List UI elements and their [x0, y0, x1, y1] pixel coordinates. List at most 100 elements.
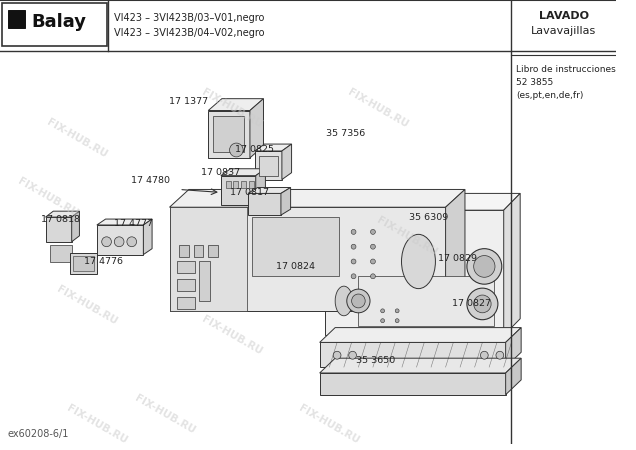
Text: FIX-HUB.RU: FIX-HUB.RU: [200, 314, 265, 357]
Circle shape: [395, 319, 399, 323]
Text: FIX-HUB.RU: FIX-HUB.RU: [46, 117, 109, 159]
Circle shape: [352, 294, 365, 308]
Text: FIX-HUB.RU: FIX-HUB.RU: [65, 403, 129, 446]
Text: Balay: Balay: [31, 13, 86, 31]
Polygon shape: [320, 328, 521, 342]
Circle shape: [371, 230, 375, 234]
Bar: [70, 252, 97, 274]
Text: FIX-HUB.RU: FIX-HUB.RU: [17, 176, 80, 219]
Text: 35 3650: 35 3650: [356, 356, 396, 364]
Polygon shape: [504, 194, 520, 336]
Bar: [241, 180, 246, 189]
Polygon shape: [324, 194, 520, 210]
Circle shape: [114, 237, 124, 247]
Polygon shape: [143, 219, 152, 255]
Polygon shape: [221, 169, 265, 176]
Text: FIX-HUB.RU: FIX-HUB.RU: [133, 393, 197, 436]
Circle shape: [480, 351, 488, 359]
Bar: [226, 180, 230, 189]
Circle shape: [333, 351, 341, 359]
Polygon shape: [256, 169, 265, 205]
Text: 17 1377: 17 1377: [169, 97, 209, 106]
Polygon shape: [320, 373, 506, 395]
Text: FIX-HUB.RU: FIX-HUB.RU: [200, 87, 265, 130]
Polygon shape: [506, 358, 521, 395]
Bar: [249, 180, 254, 189]
Bar: [213, 117, 244, 152]
Circle shape: [381, 319, 385, 323]
Bar: [252, 217, 339, 276]
Ellipse shape: [335, 286, 352, 316]
Bar: [73, 256, 94, 271]
Text: 52 3855: 52 3855: [516, 78, 553, 87]
Polygon shape: [446, 189, 465, 311]
Circle shape: [474, 295, 491, 313]
Text: VI423 – 3VI423B/03–V01,negro: VI423 – 3VI423B/03–V01,negro: [114, 13, 265, 23]
Ellipse shape: [401, 234, 436, 288]
Circle shape: [349, 351, 356, 359]
Polygon shape: [320, 342, 506, 367]
Text: FIX-HUB.RU: FIX-HUB.RU: [55, 284, 119, 327]
Polygon shape: [248, 188, 291, 194]
Text: 17 0825: 17 0825: [235, 145, 274, 154]
Bar: [179, 245, 189, 256]
Text: 17 0824: 17 0824: [276, 262, 315, 271]
Text: LAVADO: LAVADO: [539, 11, 589, 21]
Polygon shape: [208, 111, 250, 158]
Bar: [2, 3, 107, 46]
Circle shape: [351, 244, 356, 249]
Bar: [208, 245, 218, 256]
Polygon shape: [250, 99, 263, 158]
Bar: [177, 279, 195, 291]
Circle shape: [371, 244, 375, 249]
Text: ex60208-6/1: ex60208-6/1: [8, 429, 69, 439]
Polygon shape: [324, 210, 504, 336]
Circle shape: [351, 274, 356, 279]
Bar: [177, 261, 195, 273]
Circle shape: [371, 259, 375, 264]
Text: VI423 – 3VI423B/04–V02,negro: VI423 – 3VI423B/04–V02,negro: [114, 27, 265, 37]
Bar: [259, 156, 278, 176]
Bar: [8, 10, 25, 27]
Polygon shape: [72, 211, 80, 242]
Text: 17 0837: 17 0837: [202, 168, 240, 177]
Bar: [170, 207, 247, 311]
Circle shape: [467, 288, 498, 320]
Polygon shape: [359, 276, 494, 326]
Circle shape: [230, 143, 243, 157]
Bar: [194, 245, 204, 256]
Circle shape: [351, 259, 356, 264]
Bar: [50, 245, 72, 262]
Text: FIX-HUB.RU: FIX-HUB.RU: [298, 403, 361, 446]
Text: 17 0818: 17 0818: [41, 215, 80, 224]
Bar: [177, 297, 195, 309]
Polygon shape: [255, 151, 282, 180]
Text: 35 7356: 35 7356: [326, 129, 366, 138]
Circle shape: [371, 274, 375, 279]
Polygon shape: [170, 207, 446, 311]
Polygon shape: [221, 176, 256, 205]
Polygon shape: [97, 225, 143, 255]
Circle shape: [127, 237, 137, 247]
Text: 17 4780: 17 4780: [130, 176, 170, 185]
Text: 17 0817: 17 0817: [230, 188, 270, 197]
Text: Lavavajillas: Lavavajillas: [531, 26, 597, 36]
Polygon shape: [320, 358, 521, 373]
Text: 35 6309: 35 6309: [408, 212, 448, 221]
Circle shape: [102, 237, 111, 247]
Circle shape: [381, 309, 385, 313]
Circle shape: [496, 351, 504, 359]
Circle shape: [347, 289, 370, 313]
Text: (es,pt,en,de,fr): (es,pt,en,de,fr): [516, 91, 584, 100]
Text: 17 0829: 17 0829: [438, 254, 477, 263]
Polygon shape: [97, 219, 152, 225]
Polygon shape: [170, 189, 465, 207]
Polygon shape: [506, 328, 521, 367]
Text: Libro de instrucciones: Libro de instrucciones: [516, 65, 616, 74]
Text: 17 4777: 17 4777: [114, 220, 153, 229]
Circle shape: [351, 230, 356, 234]
Polygon shape: [46, 217, 72, 242]
Bar: [198, 261, 211, 301]
Polygon shape: [46, 211, 80, 217]
Circle shape: [474, 256, 495, 277]
